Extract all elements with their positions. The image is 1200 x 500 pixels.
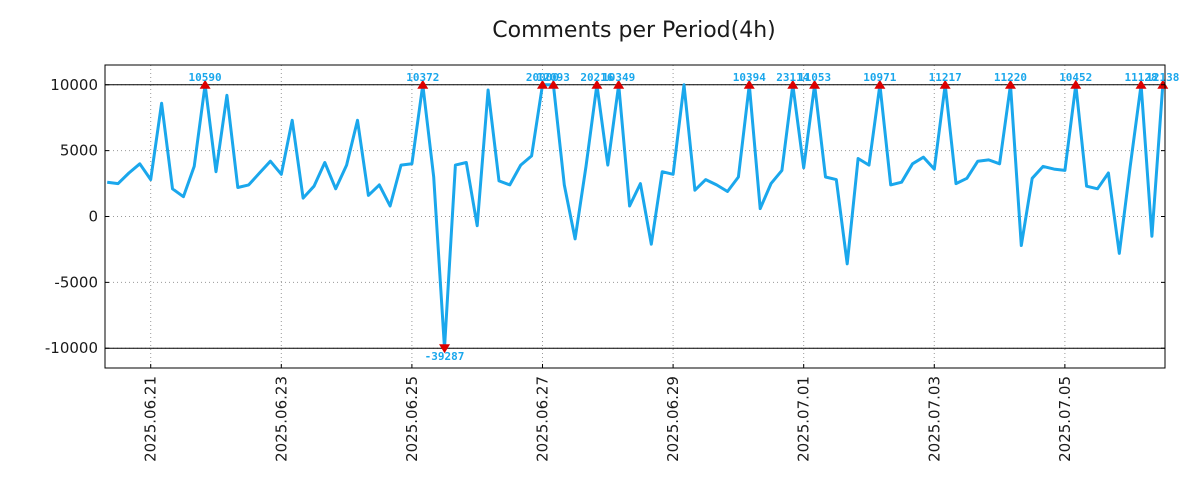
series-line-group xyxy=(107,83,1165,350)
y-tick-label: 5000 xyxy=(60,142,98,160)
series-line xyxy=(107,83,1165,350)
x-axis-ticks: 2025.06.21 2025.06.23 2025.06.25 2025.06.27… xyxy=(142,364,1074,462)
peak-marker xyxy=(199,79,211,89)
peak-marker xyxy=(536,79,548,89)
x-tick-label: 2025.06.25 xyxy=(403,376,421,462)
peak-label: 10971 xyxy=(863,71,896,84)
peak-label: 12138 xyxy=(1146,71,1179,84)
peak-label: 11053 xyxy=(798,71,831,84)
peak-label: 10394 xyxy=(733,71,766,84)
peak-marker xyxy=(613,79,625,89)
x-tick-label: 2025.06.29 xyxy=(664,376,682,462)
y-tick-label: -5000 xyxy=(54,273,98,291)
peak-marker xyxy=(1135,79,1147,89)
peak-label: 11220 xyxy=(994,71,1027,84)
peak-marker xyxy=(874,79,886,89)
peak-marker xyxy=(547,79,559,89)
peak-label: 11128 xyxy=(1124,71,1157,84)
peak-label: 20216 xyxy=(580,71,613,84)
peak-marker xyxy=(743,79,755,89)
x-tick-label: 2025.06.21 xyxy=(142,376,160,462)
y-axis-ticks: 10000 5000 0 -5000 -10000 xyxy=(45,76,1165,357)
peak-label: -39287 xyxy=(425,350,465,363)
peak-label: 10349 xyxy=(602,71,635,84)
y-tick-label: 10000 xyxy=(50,76,98,94)
peak-marker xyxy=(591,79,603,89)
peak-label: 10372 xyxy=(406,71,439,84)
x-tick-label: 2025.07.03 xyxy=(925,376,943,462)
chart-title: Comments per Period(4h) xyxy=(492,18,776,43)
peak-label: 11217 xyxy=(929,71,962,84)
peak-marker xyxy=(1004,79,1016,89)
x-tick-label: 2025.06.27 xyxy=(533,376,551,462)
x-tick-label: 2025.07.05 xyxy=(1056,376,1074,462)
x-tick-label: 2025.06.23 xyxy=(272,376,290,462)
peak-label: 12093 xyxy=(537,71,570,84)
y-tick-label: 0 xyxy=(88,208,98,226)
peak-markers xyxy=(199,79,1169,354)
peak-marker xyxy=(1070,79,1082,89)
peak-label: 10452 xyxy=(1059,71,1092,84)
peak-marker xyxy=(439,344,451,354)
reference-lines xyxy=(105,84,1165,349)
peak-marker xyxy=(809,79,821,89)
x-tick-label: 2025.07.01 xyxy=(795,376,813,462)
peak-marker xyxy=(417,79,429,89)
peak-label: 10590 xyxy=(189,71,222,84)
peak-marker xyxy=(787,79,799,89)
y-tick-label: -10000 xyxy=(45,339,98,357)
peak-label: 23114 xyxy=(776,71,809,84)
peak-label: 20000 xyxy=(526,71,559,84)
peak-marker xyxy=(939,79,951,89)
